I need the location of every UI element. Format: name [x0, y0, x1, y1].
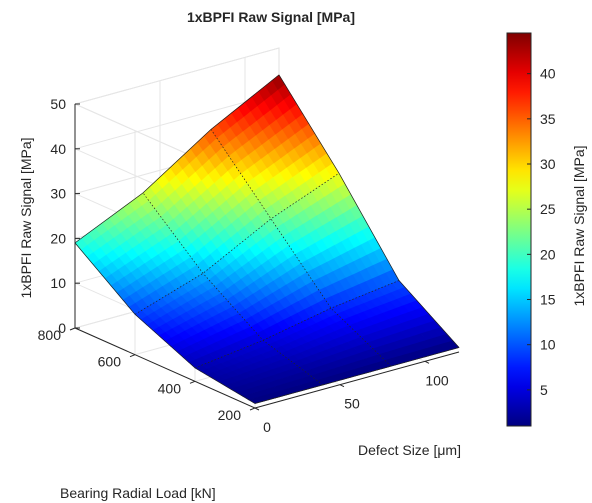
colorbar-tick-label: 25	[540, 201, 556, 217]
x-tick-label: 50	[344, 396, 360, 412]
colorbar-tick-label: 15	[540, 292, 556, 308]
x-axis-label: Defect Size [μm]	[358, 442, 461, 458]
y-tick-label: 400	[158, 380, 182, 396]
x-tick-mark	[424, 360, 430, 364]
axes-lines	[69, 103, 460, 411]
mesh-line-load	[74, 74, 280, 244]
x-tick-label: 100	[425, 372, 449, 388]
z-tick-label: 10	[50, 275, 66, 291]
z-tick-label: 30	[50, 186, 66, 202]
colorbar-tick-label: 30	[540, 156, 556, 172]
y-tick-mark	[189, 380, 196, 384]
x-tick-mark	[339, 384, 345, 388]
z-tick-label: 50	[50, 96, 66, 112]
z-tick-label: 0	[58, 320, 66, 336]
y-tick-label: 800	[38, 327, 62, 343]
y-tick-mark	[69, 327, 76, 331]
y-axis-line	[74, 327, 256, 409]
chart-title: 1xBPFI Raw Signal [MPa]	[187, 9, 355, 25]
surface-mesh-lines	[74, 74, 460, 404]
x-tick-label: 0	[263, 419, 271, 435]
y-tick-mark	[129, 354, 136, 358]
mesh-line-load	[254, 347, 460, 404]
colorbar: 5 10 15 20 25 30 35 40	[506, 32, 556, 427]
mesh-line-defect	[142, 192, 324, 386]
mesh-line-load	[134, 172, 340, 315]
y-axis-label: Bearing Radial Load [kN]	[60, 485, 216, 501]
colorbar-label: 1xBPFI Raw Signal [MPa]	[571, 145, 587, 306]
x-tick-mark	[254, 407, 260, 411]
mesh-line-defect	[74, 242, 256, 404]
z-tick-label: 40	[50, 141, 66, 157]
colorbar-tick-label: 10	[540, 337, 556, 353]
y-tick-label: 600	[98, 354, 122, 370]
y-tick-label: 200	[218, 407, 242, 423]
mesh-line-defect	[210, 129, 392, 367]
z-tick-label: 20	[50, 230, 66, 246]
colorbar-tick-label: 40	[540, 66, 556, 82]
colorbar-tick-label: 35	[540, 111, 556, 127]
mesh-line-defect	[278, 74, 460, 348]
colorbar-tick-label: 5	[540, 382, 548, 398]
colorbar-gradient	[506, 32, 532, 427]
colorbar-tick-label: 20	[540, 246, 556, 262]
y-tick-mark	[249, 407, 256, 411]
z-axis-label: 1xBPFI Raw Signal [MPa]	[18, 137, 34, 298]
